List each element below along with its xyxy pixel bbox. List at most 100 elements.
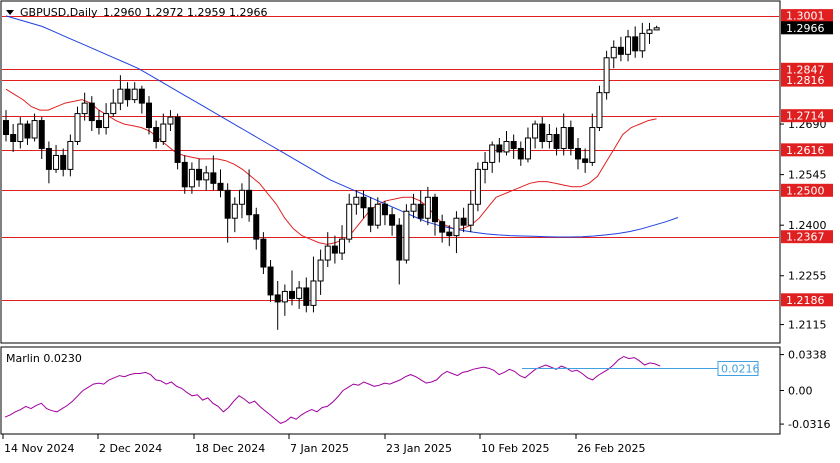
indicator-label: Marlin 0.0230 bbox=[6, 352, 82, 365]
candle bbox=[296, 280, 303, 309]
price-tick-label: 1.2400 bbox=[788, 219, 827, 232]
date-tick-label: 2 Dec 2024 bbox=[99, 442, 162, 455]
candle bbox=[196, 158, 203, 187]
candle bbox=[95, 110, 102, 135]
candle bbox=[153, 120, 160, 149]
symbol-label: GBPUSD,Daily bbox=[20, 6, 98, 19]
candle bbox=[582, 148, 589, 173]
candle bbox=[53, 144, 60, 173]
candle bbox=[603, 50, 610, 100]
candle bbox=[138, 85, 145, 114]
candle bbox=[396, 218, 403, 285]
candle bbox=[417, 190, 424, 222]
indicator-tick-label: -0.0316 bbox=[788, 418, 830, 431]
candle bbox=[639, 22, 646, 58]
svg-text:1.2616: 1.2616 bbox=[786, 144, 825, 157]
svg-text:1.3001: 1.3001 bbox=[786, 10, 825, 23]
candle bbox=[3, 110, 9, 142]
collapse-triangle-icon[interactable] bbox=[6, 10, 14, 15]
candle bbox=[339, 225, 346, 261]
horizontal-levels bbox=[2, 16, 779, 301]
indicator-series: 0.0216 0.0338 0.00 -0.0316 bbox=[4, 349, 830, 431]
date-tick-label: 18 Dec 2024 bbox=[195, 442, 265, 455]
candle bbox=[646, 22, 653, 44]
candle bbox=[367, 197, 374, 233]
candle bbox=[217, 169, 224, 198]
moving-averages bbox=[5, 15, 679, 245]
candle bbox=[560, 113, 567, 156]
main-pane-frame bbox=[0, 0, 781, 344]
candle bbox=[453, 211, 460, 254]
svg-text:1.2966: 1.2966 bbox=[786, 22, 825, 35]
date-tick-label: 10 Feb 2025 bbox=[481, 442, 549, 455]
date-tick-label: 14 Nov 2024 bbox=[4, 442, 74, 455]
indicator-tick-label: 0.0338 bbox=[788, 349, 827, 362]
candle bbox=[231, 197, 238, 233]
marlin-line bbox=[4, 355, 661, 424]
date-tick-label: 7 Jan 2025 bbox=[290, 442, 349, 455]
candle bbox=[103, 103, 110, 135]
svg-text:1.2816: 1.2816 bbox=[786, 74, 825, 87]
indicator-tick-label: 0.00 bbox=[788, 385, 813, 398]
candle bbox=[31, 113, 38, 142]
level-price-tag: 1.3001 bbox=[781, 9, 833, 23]
candle bbox=[260, 232, 267, 274]
candlesticks bbox=[3, 22, 660, 330]
candle bbox=[653, 25, 660, 31]
candle bbox=[67, 134, 74, 177]
time-axis: 14 Nov 2024 2 Dec 2024 18 Dec 2024 7 Jan 20… bbox=[2, 434, 645, 455]
level-price-tag: 1.2367 bbox=[781, 230, 833, 244]
candle bbox=[17, 117, 24, 149]
candle bbox=[410, 193, 417, 219]
candle bbox=[610, 40, 617, 69]
indicator-level-tag: 0.0216 bbox=[717, 361, 760, 376]
candle bbox=[632, 26, 639, 58]
candle bbox=[524, 127, 531, 163]
candle bbox=[374, 197, 381, 229]
level-price-tag: 1.2616 bbox=[781, 143, 833, 157]
candle bbox=[281, 284, 288, 316]
candle bbox=[10, 124, 17, 152]
slow-ma-line bbox=[5, 15, 679, 238]
candle bbox=[360, 190, 367, 219]
candle bbox=[389, 207, 396, 236]
candle bbox=[303, 277, 310, 313]
candle bbox=[617, 36, 624, 62]
candle bbox=[489, 141, 496, 173]
svg-text:1.2714: 1.2714 bbox=[786, 110, 825, 123]
candle bbox=[81, 92, 88, 121]
candle bbox=[181, 155, 188, 194]
candle bbox=[188, 162, 195, 194]
candle bbox=[589, 113, 596, 166]
date-tick-label: 26 Feb 2025 bbox=[577, 442, 645, 455]
candle bbox=[124, 82, 131, 107]
candle bbox=[467, 190, 474, 233]
date-tick-label: 23 Jan 2025 bbox=[386, 442, 452, 455]
candle bbox=[310, 256, 317, 313]
candle bbox=[546, 124, 553, 149]
candle bbox=[131, 82, 138, 104]
candle bbox=[60, 148, 67, 177]
candle bbox=[253, 207, 260, 250]
candle bbox=[510, 134, 517, 159]
candle bbox=[381, 200, 388, 226]
candle bbox=[353, 190, 360, 215]
candle bbox=[625, 29, 632, 62]
candle bbox=[174, 113, 181, 170]
candle bbox=[567, 120, 574, 156]
candle bbox=[88, 96, 95, 132]
candle bbox=[238, 183, 245, 219]
candle bbox=[24, 120, 31, 145]
candle bbox=[274, 280, 281, 330]
candle bbox=[482, 151, 489, 184]
candle bbox=[45, 141, 52, 184]
candle bbox=[432, 193, 438, 236]
candle bbox=[167, 110, 174, 132]
candle bbox=[324, 232, 331, 268]
candle bbox=[517, 141, 524, 166]
price-tick-label: 1.2545 bbox=[788, 169, 827, 182]
candle bbox=[110, 89, 117, 118]
svg-text:0.0216: 0.0216 bbox=[721, 363, 760, 376]
candle bbox=[317, 249, 324, 295]
